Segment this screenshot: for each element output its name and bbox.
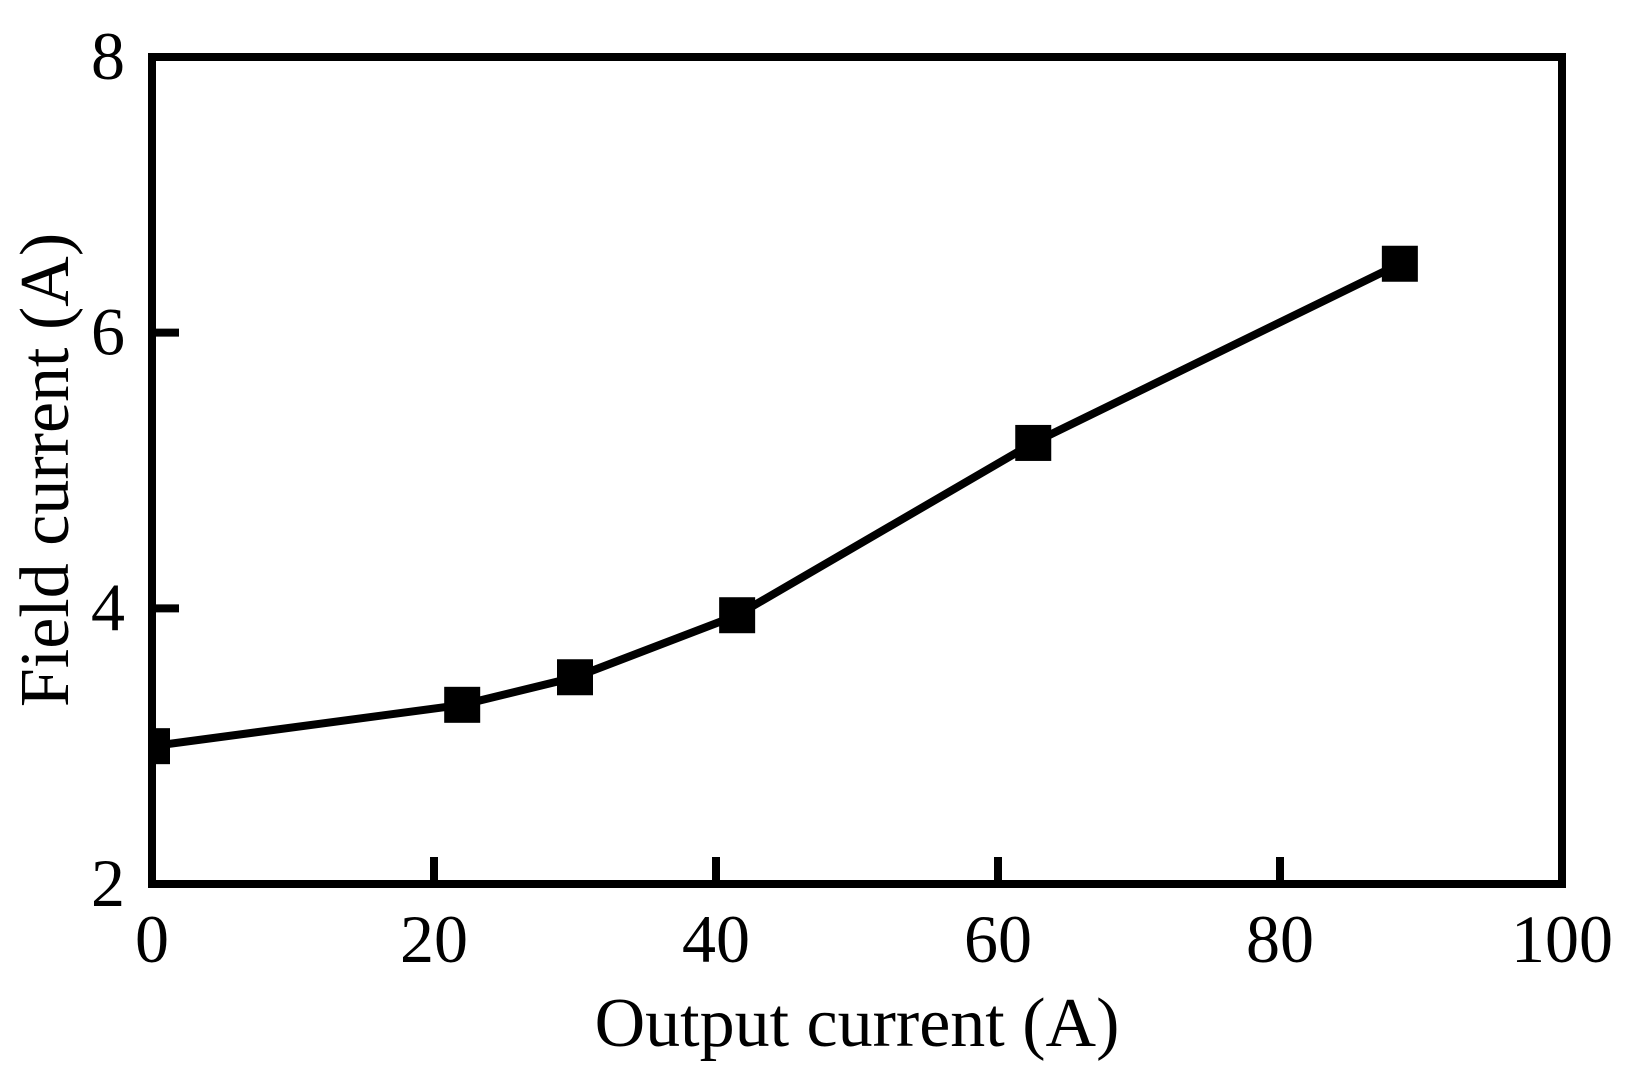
x-tick-label: 40 <box>682 901 750 977</box>
x-tick-label: 80 <box>1246 901 1314 977</box>
plot-frame <box>148 53 1566 888</box>
y-tick-label: 2 <box>91 845 125 921</box>
series-field-current <box>152 245 1418 765</box>
data-point-marker <box>152 728 170 765</box>
y-tick-label: 6 <box>91 294 125 370</box>
series-line <box>152 260 1402 751</box>
axes-layer: 0 20 40 60 80 100 2 4 6 8 <box>91 18 1613 977</box>
data-point-marker <box>557 659 593 696</box>
x-tick-label: 60 <box>964 901 1032 977</box>
x-tick-label: 20 <box>400 901 468 977</box>
data-point-marker <box>1015 424 1052 461</box>
data-point-marker <box>719 597 756 634</box>
x-tick-label: 100 <box>1511 901 1613 977</box>
data-point-marker <box>1381 245 1418 282</box>
y-tick-label: 4 <box>91 569 125 645</box>
x-tick-label: 0 <box>135 901 169 977</box>
y-tick-label: 8 <box>91 18 125 94</box>
x-axis-title: Output current (A) <box>595 985 1120 1062</box>
y-axis-title: Field current (A) <box>7 233 84 707</box>
data-point-marker <box>444 686 481 723</box>
series-layer <box>152 245 1418 765</box>
